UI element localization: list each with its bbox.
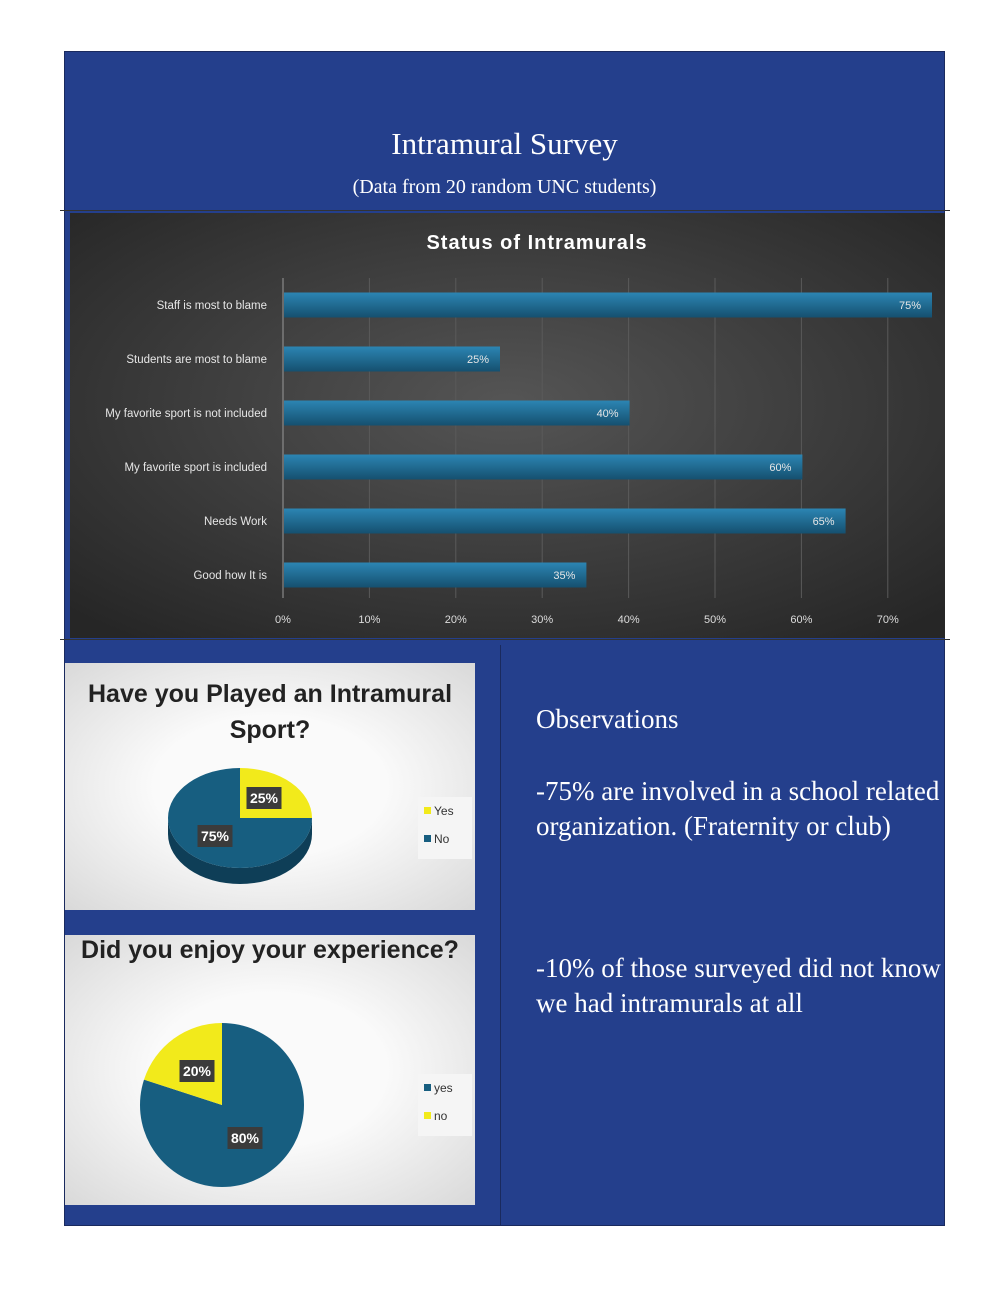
x-tick-label: 30% — [531, 614, 553, 626]
category-label: My favorite sport is not included — [105, 408, 267, 420]
legend-label: no — [434, 1109, 448, 1123]
bar — [284, 454, 803, 480]
legend-swatch — [424, 835, 431, 842]
divider — [60, 639, 950, 640]
data-label: 25% — [250, 790, 279, 806]
data-label: 25% — [467, 354, 489, 366]
legend-label: No — [434, 832, 450, 846]
legend-swatch — [424, 1084, 431, 1091]
data-label: 40% — [597, 408, 619, 420]
chart-title: Status of Intramurals — [426, 232, 647, 254]
data-label-box — [246, 787, 282, 809]
category-label: Good how It is — [193, 570, 267, 582]
bar — [284, 400, 630, 426]
data-label: 60% — [769, 462, 791, 474]
page-title: Intramural Survey — [391, 126, 618, 161]
data-label: 75% — [899, 300, 921, 312]
legend-label: Yes — [434, 804, 454, 818]
chart-title: Have you Played an Intramural Sport? — [87, 680, 453, 744]
bar — [284, 562, 587, 588]
data-label: 65% — [813, 516, 835, 528]
bar — [284, 292, 932, 318]
legend-swatch — [424, 1112, 431, 1119]
observations-heading: Observations — [536, 704, 679, 734]
x-tick-label: 50% — [704, 614, 726, 626]
observation-item: -10% of those surveyed did not know we h… — [536, 953, 941, 1018]
data-label-box — [197, 825, 233, 847]
data-label: 75% — [201, 828, 230, 844]
bar — [284, 508, 846, 534]
x-tick-label: 40% — [618, 614, 640, 626]
category-label: Students are most to blame — [126, 354, 267, 366]
divider — [60, 210, 950, 211]
x-tick-label: 10% — [358, 614, 380, 626]
legend-label: yes — [434, 1081, 453, 1095]
page-subtitle: (Data from 20 random UNC students) — [352, 176, 657, 198]
bar — [284, 346, 500, 372]
x-tick-label: 20% — [445, 614, 467, 626]
x-tick-label: 70% — [877, 614, 899, 626]
data-label-box — [227, 1127, 263, 1149]
enjoy-pie-chart: Did you enjoy your experience? 80% 20% yes… — [65, 935, 475, 1205]
observation-item: -75% are involved in a school related or… — [536, 776, 940, 841]
data-label: 80% — [231, 1130, 260, 1146]
legend-swatch — [424, 807, 431, 814]
chart-title: Did you enjoy your experience? — [81, 936, 459, 964]
category-label: Staff is most to blame — [157, 300, 267, 312]
data-label: 20% — [183, 1063, 212, 1079]
x-tick-label: 60% — [790, 614, 812, 626]
status-bar-chart: Status of Intramurals 0% 10% 20% 30% 40% 50% 6… — [70, 213, 945, 638]
divider — [500, 645, 501, 1225]
data-label-box — [179, 1060, 215, 1082]
data-label: 35% — [553, 570, 575, 582]
pie-side — [168, 818, 312, 884]
category-label: My favorite sport is included — [124, 462, 267, 474]
x-tick-label: 0% — [275, 614, 291, 626]
played-pie-chart: Have you Played an Intramural Sport? 25%… — [65, 663, 475, 910]
category-label: Needs Work — [204, 516, 267, 528]
